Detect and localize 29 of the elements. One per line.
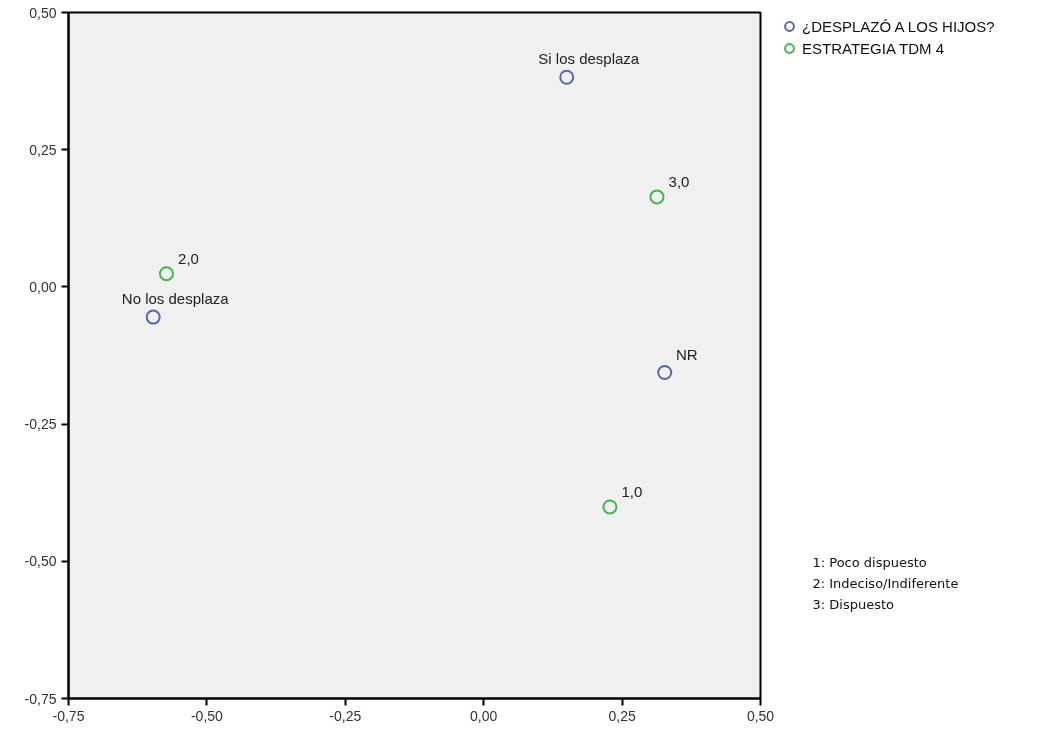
- y-tick-label: 0,25: [29, 141, 57, 158]
- annotation: Si los desplaza: [538, 50, 640, 68]
- x-tick-label: 0,50: [746, 707, 775, 724]
- point: [158, 266, 174, 282]
- annotation: 3,0: [668, 172, 690, 190]
- annotation: NR: [675, 345, 698, 363]
- text: 3: Dispuesto: [812, 597, 895, 613]
- point: [602, 499, 618, 515]
- annotation: No los desplaza: [121, 290, 230, 308]
- y-tick-label: -0,75: [24, 690, 57, 707]
- point: [649, 189, 665, 205]
- y-tick-label: 0,50: [29, 4, 57, 21]
- y-tick-label: 0,00: [29, 278, 57, 295]
- annotation: 2,0: [178, 249, 199, 267]
- text: 2: Indeciso/Indiferente: [812, 576, 959, 592]
- legend-label: ESTRATEGIA TDM 4: [802, 38, 944, 59]
- x-tick-label: -0,50: [190, 707, 224, 724]
- x-tick-label: -0,75: [52, 707, 85, 724]
- x-tick-label: 0,00: [470, 707, 498, 724]
- legend-label: ¿DESPLAZÓ A LOS HIJOS?: [802, 16, 995, 37]
- y-tick-label: -0,25: [24, 416, 57, 433]
- annotation: 1,0: [621, 482, 643, 500]
- x-tick-label: 0,25: [608, 707, 636, 724]
- x-tick-label: -0,25: [329, 707, 362, 724]
- y-tick-label: -0,50: [24, 553, 57, 570]
- point: [657, 365, 673, 380]
- point: [145, 309, 161, 325]
- point: [559, 69, 575, 85]
- text: 1: Poco dispuesto: [812, 555, 927, 571]
